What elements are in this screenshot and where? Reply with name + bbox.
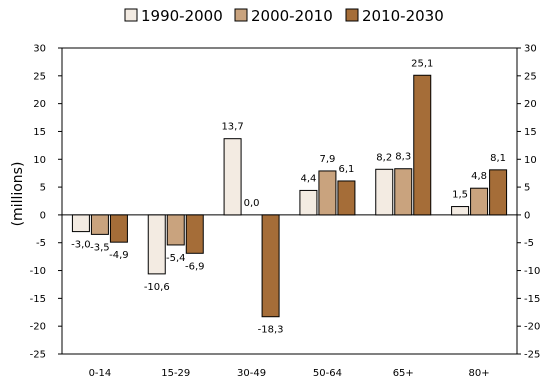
y-tick-label-left: -10 bbox=[30, 266, 46, 277]
bars bbox=[71, 74, 508, 318]
legend-swatch bbox=[345, 8, 359, 22]
y-tick-label-right: 25 bbox=[524, 71, 537, 82]
data-label: -3,0 bbox=[71, 240, 91, 251]
bar bbox=[261, 214, 280, 318]
data-label: -4,9 bbox=[109, 250, 129, 261]
y-tick-label-right: 20 bbox=[524, 99, 537, 110]
y-tick-label-right: 0 bbox=[524, 210, 530, 221]
bar bbox=[185, 214, 204, 254]
data-label: 4,8 bbox=[471, 171, 487, 182]
bar bbox=[413, 74, 432, 216]
bar bbox=[337, 180, 356, 216]
bar bbox=[223, 138, 242, 216]
data-label: 6,1 bbox=[338, 164, 354, 175]
x-tick-label: 80+ bbox=[469, 368, 490, 379]
bar bbox=[394, 168, 413, 216]
y-tick-label-right: 5 bbox=[524, 183, 530, 194]
y-tick-label-right: 10 bbox=[524, 155, 537, 166]
x-tick-label: 30-49 bbox=[237, 368, 266, 379]
legend-swatch bbox=[234, 8, 248, 22]
y-tick-label-left: 10 bbox=[33, 155, 46, 166]
legend-label: 1990-2000 bbox=[141, 7, 223, 25]
y-tick-label-left: -15 bbox=[30, 294, 46, 305]
y-tick-label-right: 30 bbox=[524, 44, 537, 55]
y-tick-label-right: -25 bbox=[524, 350, 540, 361]
bar bbox=[90, 214, 109, 235]
data-label: 4,4 bbox=[300, 173, 316, 184]
y-tick-label-left: 0 bbox=[40, 210, 46, 221]
y-tick-label-right: -10 bbox=[524, 266, 540, 277]
data-label: 1,5 bbox=[452, 190, 468, 201]
legend-label: 2000-2010 bbox=[251, 7, 333, 25]
data-label: 8,2 bbox=[376, 152, 392, 163]
x-tick-label: 15-29 bbox=[161, 368, 190, 379]
data-label: -18,3 bbox=[258, 325, 284, 336]
y-tick-label-left: 20 bbox=[33, 99, 46, 110]
bar bbox=[71, 214, 90, 233]
x-tick-label: 50-64 bbox=[313, 368, 342, 379]
data-label: -5,4 bbox=[166, 253, 186, 264]
y-tick-label-left: -5 bbox=[36, 238, 46, 249]
y-tick-label-right: 15 bbox=[524, 127, 537, 138]
data-label: 7,9 bbox=[319, 154, 335, 165]
y-tick-label-left: 15 bbox=[33, 127, 46, 138]
data-labels: -3,0 -10,6 13,7 4,4 8,2 1,5 -3,5 -5,4 0,0 7,9 8,3 4… bbox=[71, 58, 506, 335]
data-label: 13,7 bbox=[221, 122, 243, 133]
y-axis-label: (millions) bbox=[10, 162, 26, 227]
legend: 1990-2000 2000-2010 2010-2030 bbox=[124, 7, 444, 25]
x-tick-label: 0-14 bbox=[89, 368, 112, 379]
data-label: 25,1 bbox=[411, 58, 433, 69]
axes: 30 30 25 25 20 20 15 15 10 10 5 5 0 0 -5 -5 -10 -10 -15 -15… bbox=[30, 44, 541, 380]
y-tick-label-left: 25 bbox=[33, 71, 46, 82]
bar bbox=[489, 169, 508, 216]
plot-frame bbox=[61, 47, 518, 355]
bar bbox=[147, 214, 166, 275]
bar bbox=[109, 214, 128, 243]
data-label: 8,3 bbox=[395, 152, 411, 163]
data-label: -6,9 bbox=[185, 261, 205, 272]
x-tick-label: 65+ bbox=[393, 368, 414, 379]
y-tick-label-left: -25 bbox=[30, 350, 46, 361]
bar bbox=[470, 187, 489, 216]
bar bbox=[451, 206, 470, 216]
data-label: 0,0 bbox=[244, 198, 260, 209]
legend-swatch bbox=[124, 8, 138, 22]
y-tick-label-left: 30 bbox=[33, 44, 46, 55]
y-tick-label-right: -15 bbox=[524, 294, 540, 305]
y-tick-label-left: 5 bbox=[40, 183, 46, 194]
y-tick-label-right: -5 bbox=[524, 238, 534, 249]
data-label: 8,1 bbox=[490, 153, 506, 164]
legend-label: 2010-2030 bbox=[362, 7, 444, 25]
y-tick-label-left: -20 bbox=[30, 322, 46, 333]
bar bbox=[299, 189, 318, 216]
bar bbox=[166, 214, 185, 246]
data-label: -3,5 bbox=[90, 242, 110, 253]
data-label: -10,6 bbox=[144, 282, 170, 293]
y-tick-label-right: -20 bbox=[524, 322, 540, 333]
bar bbox=[318, 170, 337, 216]
bar bbox=[375, 168, 394, 216]
